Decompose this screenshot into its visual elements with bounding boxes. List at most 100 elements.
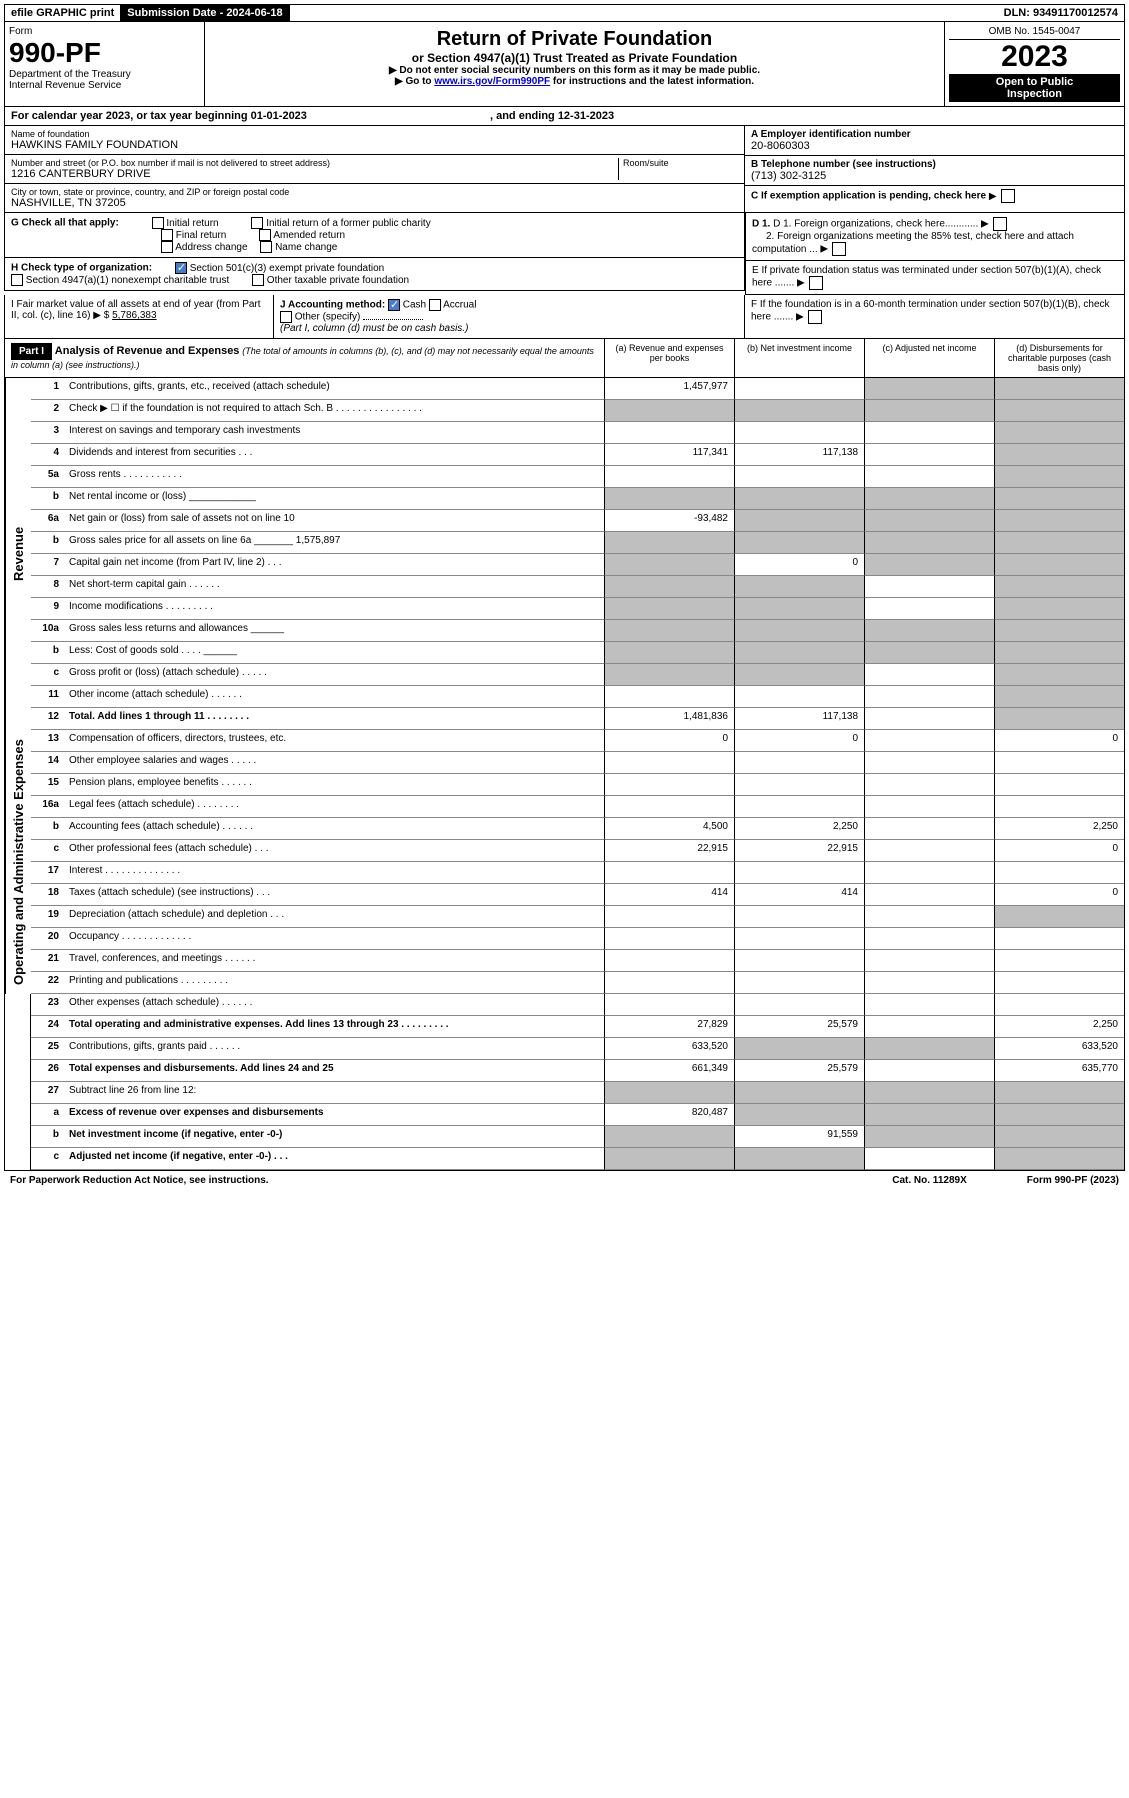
e-checkbox[interactable] [809,276,823,290]
submission-date: Submission Date - 2024-06-18 [121,5,289,21]
form-label: Form [9,26,200,37]
h-501c3-checkbox[interactable] [175,262,187,274]
table-row: 1Contributions, gifts, grants, etc., rec… [31,378,1124,400]
c-label: C If exemption application is pending, c… [751,191,986,202]
table-row: 7Capital gain net income (from Part IV, … [31,554,1124,576]
ein-value: 20-8060303 [751,140,1118,152]
phone-value: (713) 302-3125 [751,170,1118,182]
j-section: J Accounting method: Cash Accrual Other … [274,295,745,339]
j-cash-checkbox[interactable] [388,299,400,311]
foundation-address: 1216 CANTERBURY DRIVE [11,168,618,180]
g-section: G Check all that apply: Initial return I… [4,213,745,258]
g-name-checkbox[interactable] [260,241,272,253]
d1-checkbox[interactable] [993,217,1007,231]
d-section: D 1. D 1. Foreign organizations, check h… [746,213,1125,261]
addr-label: Number and street (or P.O. box number if… [11,158,618,168]
col-a-header: (a) Revenue and expenses per books [604,339,734,377]
g-initial-checkbox[interactable] [152,217,164,229]
part1-label: Part I [11,343,52,360]
expenses-tab: Operating and Administrative Expenses [5,730,31,994]
table-row: 2Check ▶ ☐ if the foundation is not requ… [31,400,1124,422]
g-final-checkbox[interactable] [161,229,173,241]
table-row: 4Dividends and interest from securities … [31,444,1124,466]
table-row: bAccounting fees (attach schedule) . . .… [31,818,1124,840]
irs-link[interactable]: www.irs.gov/Form990PF [434,76,550,87]
foundation-info: Name of foundation HAWKINS FAMILY FOUNDA… [4,126,1125,213]
col-b-header: (b) Net investment income [734,339,864,377]
table-row: 12Total. Add lines 1 through 11 . . . . … [31,708,1124,730]
note-ssn: ▶ Do not enter social security numbers o… [211,65,938,76]
table-row: 10aGross sales less returns and allowanc… [31,620,1124,642]
table-row: bNet investment income (if negative, ent… [31,1126,1124,1148]
table-row: 25Contributions, gifts, grants paid . . … [31,1038,1124,1060]
efile-label[interactable]: efile GRAPHIC print [5,5,121,21]
tax-year: 2023 [949,40,1120,74]
form-title: Return of Private Foundation [211,28,938,51]
table-row: 21Travel, conferences, and meetings . . … [31,950,1124,972]
table-row: 8Net short-term capital gain . . . . . . [31,576,1124,598]
i-section: I Fair market value of all assets at end… [4,295,274,339]
j-accrual-checkbox[interactable] [429,299,441,311]
table-row: 16aLegal fees (attach schedule) . . . . … [31,796,1124,818]
f-section: F If the foundation is in a 60-month ter… [745,295,1125,339]
h-4947-checkbox[interactable] [11,274,23,286]
part1-table: Revenue1Contributions, gifts, grants, et… [4,378,1125,1171]
g-address-checkbox[interactable] [161,241,173,253]
omb-number: OMB No. 1545-0047 [949,26,1120,40]
note-link: ▶ Go to www.irs.gov/Form990PF for instru… [211,76,938,87]
table-row: 13Compensation of officers, directors, t… [31,730,1124,752]
table-row: bNet rental income or (loss) ___________… [31,488,1124,510]
form-number: 990-PF [9,37,200,69]
table-row: 15Pension plans, employee benefits . . .… [31,774,1124,796]
table-row: 24Total operating and administrative exp… [31,1016,1124,1038]
room-label: Room/suite [623,158,738,168]
table-row: cOther professional fees (attach schedul… [31,840,1124,862]
table-row: 19Depreciation (attach schedule) and dep… [31,906,1124,928]
table-row: 6aNet gain or (loss) from sale of assets… [31,510,1124,532]
table-row: 11Other income (attach schedule) . . . .… [31,686,1124,708]
table-row: aExcess of revenue over expenses and dis… [31,1104,1124,1126]
name-label: Name of foundation [11,129,738,139]
dept-irs: Internal Revenue Service [9,80,200,91]
dln-label: DLN: 93491170012574 [998,5,1124,21]
table-row: cGross profit or (loss) (attach schedule… [31,664,1124,686]
h-other-checkbox[interactable] [252,274,264,286]
table-row: 18Taxes (attach schedule) (see instructi… [31,884,1124,906]
foundation-name: HAWKINS FAMILY FOUNDATION [11,139,738,151]
g-amended-checkbox[interactable] [259,229,271,241]
col-d-header: (d) Disbursements for charitable purpose… [994,339,1124,377]
col-c-header: (c) Adjusted net income [864,339,994,377]
table-row: 9Income modifications . . . . . . . . . [31,598,1124,620]
table-row: 22Printing and publications . . . . . . … [31,972,1124,994]
g-former-checkbox[interactable] [251,217,263,229]
footer: For Paperwork Reduction Act Notice, see … [4,1171,1125,1190]
table-row: 23Other expenses (attach schedule) . . .… [31,994,1124,1016]
foundation-city: NASHVILLE, TN 37205 [11,197,738,209]
inspection-badge: Open to Public Inspection [949,74,1120,102]
revenue-tab: Revenue [5,378,31,730]
table-row: 27Subtract line 26 from line 12: [31,1082,1124,1104]
footer-right: Form 990-PF (2023) [1027,1175,1119,1186]
city-label: City or town, state or province, country… [11,187,738,197]
table-row: 5aGross rents . . . . . . . . . . . [31,466,1124,488]
table-row: cAdjusted net income (if negative, enter… [31,1148,1124,1170]
d2-checkbox[interactable] [832,242,846,256]
table-row: bLess: Cost of goods sold . . . . ______ [31,642,1124,664]
e-section: E If private foundation status was termi… [746,261,1125,295]
f-checkbox[interactable] [808,310,822,324]
dept-treasury: Department of the Treasury [9,69,200,80]
table-row: 14Other employee salaries and wages . . … [31,752,1124,774]
footer-mid: Cat. No. 11289X [892,1175,966,1186]
phone-label: B Telephone number (see instructions) [751,159,1118,170]
calendar-year-row: For calendar year 2023, or tax year begi… [4,107,1125,126]
footer-left: For Paperwork Reduction Act Notice, see … [10,1175,269,1186]
c-checkbox[interactable] [1001,189,1015,203]
fmv-value: 5,786,383 [112,310,157,321]
j-other-checkbox[interactable] [280,311,292,323]
table-row: 17Interest . . . . . . . . . . . . . . [31,862,1124,884]
table-row: 3Interest on savings and temporary cash … [31,422,1124,444]
top-bar: efile GRAPHIC print Submission Date - 20… [4,4,1125,22]
part1-header: Part I Analysis of Revenue and Expenses … [4,339,1125,378]
ein-label: A Employer identification number [751,129,1118,140]
form-header: Form 990-PF Department of the Treasury I… [4,22,1125,107]
